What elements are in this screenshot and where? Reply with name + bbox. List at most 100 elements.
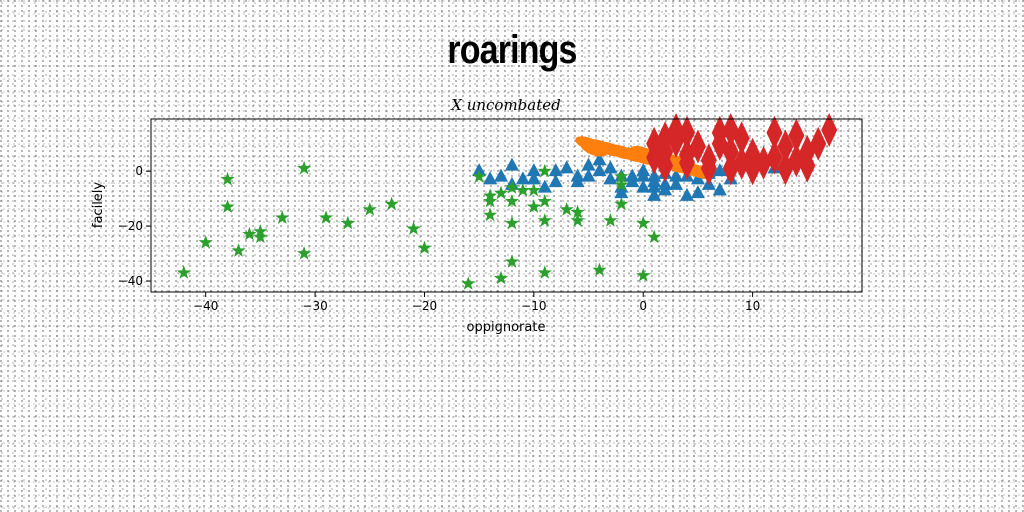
diamond-point (810, 126, 827, 161)
star-point (297, 246, 312, 260)
diamond-point (711, 115, 728, 150)
triangle-point (658, 182, 673, 196)
diamond-point (821, 112, 838, 147)
x-tick-label: −40 (193, 299, 218, 313)
star-point (614, 169, 629, 183)
page-title: roarings (447, 28, 577, 72)
diamond-point (755, 145, 772, 180)
triangle-point (669, 168, 684, 182)
x-tick-label: −10 (521, 299, 546, 313)
star-point (318, 210, 334, 224)
star-point (472, 169, 487, 183)
triangle-point (559, 160, 574, 174)
star-point (504, 193, 520, 208)
star-point (406, 221, 421, 235)
triangle-point (679, 187, 694, 201)
star-point (537, 193, 552, 208)
triangle-point (537, 179, 552, 193)
y-tick-label: −20 (118, 219, 143, 233)
star-point (461, 276, 476, 290)
star-point (220, 171, 235, 186)
star-point (592, 262, 607, 277)
star-point (297, 160, 312, 175)
diamond-point (657, 148, 674, 183)
triangle-point (712, 163, 727, 177)
star-point (493, 270, 509, 285)
diamond-point (788, 118, 805, 153)
star-point (231, 243, 246, 257)
star-point (570, 213, 585, 227)
triangle-point (548, 163, 563, 177)
star-point (504, 180, 520, 194)
triangle-point (581, 168, 596, 182)
diamond-point (678, 115, 695, 150)
star-point (362, 202, 377, 216)
diamond-point (722, 151, 739, 186)
star-point (504, 254, 520, 268)
x-tick-label: 10 (745, 299, 760, 313)
plot-marks (176, 112, 838, 290)
star-point (537, 213, 552, 227)
triangle-point (592, 152, 607, 166)
star-point (483, 193, 498, 208)
star-point (198, 235, 213, 249)
star-point (176, 265, 191, 279)
diamond-point (678, 145, 695, 180)
diamond-point (733, 121, 750, 156)
triangle-point (581, 157, 596, 171)
triangle-point (494, 168, 509, 182)
diamond-point (689, 129, 706, 164)
triangle-point (712, 182, 727, 196)
triangle-point (647, 187, 662, 201)
star-point (526, 199, 541, 213)
triangle-point (603, 171, 618, 185)
triangle-point (636, 168, 651, 182)
triangle-point (614, 185, 629, 199)
star-point (340, 215, 355, 230)
diamond-point (668, 112, 685, 147)
x-tick-label: −20 (412, 299, 437, 313)
x-tick-label: −30 (302, 299, 327, 313)
star-point (220, 199, 235, 213)
star-point (504, 215, 520, 230)
triangle-point (690, 185, 705, 199)
triangle-point (625, 168, 640, 182)
star-point (275, 210, 290, 224)
triangle-point (515, 171, 530, 185)
triangle-point (669, 176, 684, 190)
triangle-point (526, 171, 541, 185)
triangle-point (647, 179, 662, 193)
diamond-point (700, 151, 717, 186)
star-point (636, 268, 651, 282)
star-point (417, 240, 432, 255)
ellipse-point (580, 141, 608, 157)
triangle-point (483, 171, 498, 185)
star-point (537, 163, 552, 178)
chart-title: X uncombated (450, 96, 560, 114)
star-point (526, 182, 541, 197)
star-point (570, 204, 585, 219)
triangle-point (690, 171, 705, 185)
star-point (242, 226, 257, 241)
diamond-point (766, 140, 783, 175)
star-point (483, 207, 498, 222)
star-point (493, 185, 509, 200)
triangle-point (592, 163, 607, 177)
star-point (636, 215, 651, 230)
star-point (647, 229, 662, 244)
star-point (614, 196, 629, 211)
star-point (603, 213, 618, 227)
triangle-point (526, 163, 541, 177)
triangle-point (570, 168, 585, 182)
y-axis-label: facilely (91, 182, 106, 229)
diamond-point (766, 115, 783, 150)
plot-frame (150, 118, 863, 293)
star-point (515, 182, 530, 197)
star-point (614, 177, 629, 191)
triangle-point (636, 179, 651, 193)
triangle-point (548, 174, 563, 188)
x-axis-label: oppignorate (467, 320, 546, 335)
x-tick-label: 0 (639, 299, 647, 313)
triangle-point (603, 160, 618, 174)
